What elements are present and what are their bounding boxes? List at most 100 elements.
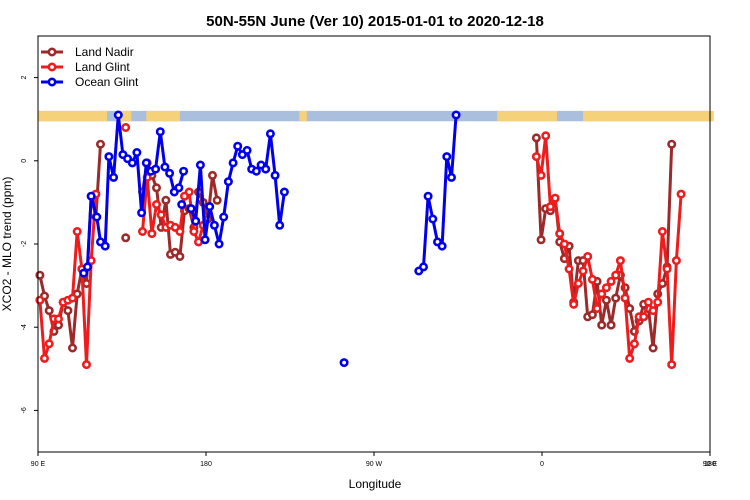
land-band-segment	[299, 110, 307, 122]
y-tick-label: -2	[21, 241, 28, 247]
legend-label: Land Glint	[75, 60, 130, 74]
legend-item: Ocean Glint	[41, 75, 139, 89]
data-point	[555, 229, 565, 239]
data-point	[648, 306, 658, 316]
data-point	[261, 164, 271, 174]
data-point	[121, 123, 131, 133]
x-tick-label: 90 E	[703, 461, 718, 468]
legend-item: Land Nadir	[41, 45, 134, 59]
data-point	[147, 229, 157, 239]
data-point	[200, 235, 210, 245]
data-point	[531, 152, 541, 162]
data-point	[179, 166, 189, 176]
data-point	[104, 152, 114, 162]
data-point	[63, 306, 73, 316]
data-point	[423, 191, 433, 201]
data-point	[175, 252, 185, 262]
data-point	[152, 200, 162, 210]
data-point	[184, 187, 194, 197]
data-point	[195, 160, 205, 170]
data-point	[39, 353, 49, 363]
data-point	[100, 241, 110, 251]
legend-label: Land Nadir	[75, 45, 134, 59]
data-point	[601, 283, 611, 293]
data-point	[141, 158, 151, 168]
data-point	[53, 314, 63, 324]
data-point	[279, 187, 289, 197]
series-ocean-glint	[79, 110, 461, 368]
data-point	[275, 220, 285, 230]
data-point	[138, 227, 148, 237]
land-ocean-band	[38, 110, 714, 122]
data-point	[109, 172, 119, 182]
data-point	[667, 360, 677, 370]
y-tick-label: -6	[21, 407, 28, 413]
data-point	[625, 353, 635, 363]
data-point	[629, 339, 639, 349]
data-point	[559, 239, 569, 249]
data-point	[265, 129, 275, 139]
data-point	[587, 310, 597, 320]
data-point	[611, 293, 621, 303]
data-point	[208, 170, 218, 180]
legend-swatch-marker	[47, 77, 57, 87]
data-point	[233, 141, 243, 151]
data-point	[251, 166, 261, 176]
legend-swatch-marker	[47, 47, 57, 57]
data-point	[339, 358, 349, 368]
data-point	[606, 276, 616, 286]
data-point	[597, 320, 607, 330]
data-point	[72, 227, 82, 237]
data-point	[446, 172, 456, 182]
legend-swatch-marker	[47, 62, 57, 72]
series-layer	[35, 110, 686, 370]
data-point	[68, 293, 78, 303]
x-tick-label: 180	[704, 461, 716, 468]
plot-frame	[37, 35, 711, 453]
data-point	[82, 360, 92, 370]
data-point	[127, 158, 137, 168]
legend-label: Ocean Glint	[75, 75, 139, 89]
data-point	[83, 262, 93, 272]
data-point	[587, 274, 597, 284]
data-point	[137, 208, 147, 218]
ocean-band	[38, 110, 710, 122]
data-point	[615, 256, 625, 266]
data-point	[611, 270, 621, 280]
data-point	[541, 131, 551, 141]
data-point	[214, 239, 224, 249]
data-point	[648, 343, 658, 353]
data-point	[550, 193, 560, 203]
data-point	[132, 148, 142, 158]
data-point	[643, 297, 653, 307]
data-point	[639, 312, 649, 322]
data-point	[86, 191, 96, 201]
data-point	[653, 297, 663, 307]
data-point	[601, 295, 611, 305]
x-tick-label: 180	[200, 461, 212, 468]
data-point	[437, 241, 447, 251]
data-point	[174, 183, 184, 193]
data-point	[205, 202, 215, 212]
land-band-segment	[146, 110, 180, 122]
data-point	[96, 139, 106, 149]
data-point	[597, 289, 607, 299]
land-band-segment	[38, 110, 108, 122]
land-band-segment	[497, 110, 557, 122]
data-point	[152, 183, 162, 193]
legend-item: Land Glint	[41, 60, 130, 74]
y-tick-label: 0	[21, 159, 28, 163]
data-point	[79, 268, 89, 278]
data-point	[592, 303, 602, 313]
data-point	[667, 139, 677, 149]
data-point	[418, 262, 428, 272]
data-point	[212, 195, 222, 205]
land-band-segment	[120, 110, 132, 122]
data-point	[606, 320, 616, 330]
data-point	[121, 233, 131, 243]
data-point	[545, 202, 555, 212]
data-point	[165, 168, 175, 178]
